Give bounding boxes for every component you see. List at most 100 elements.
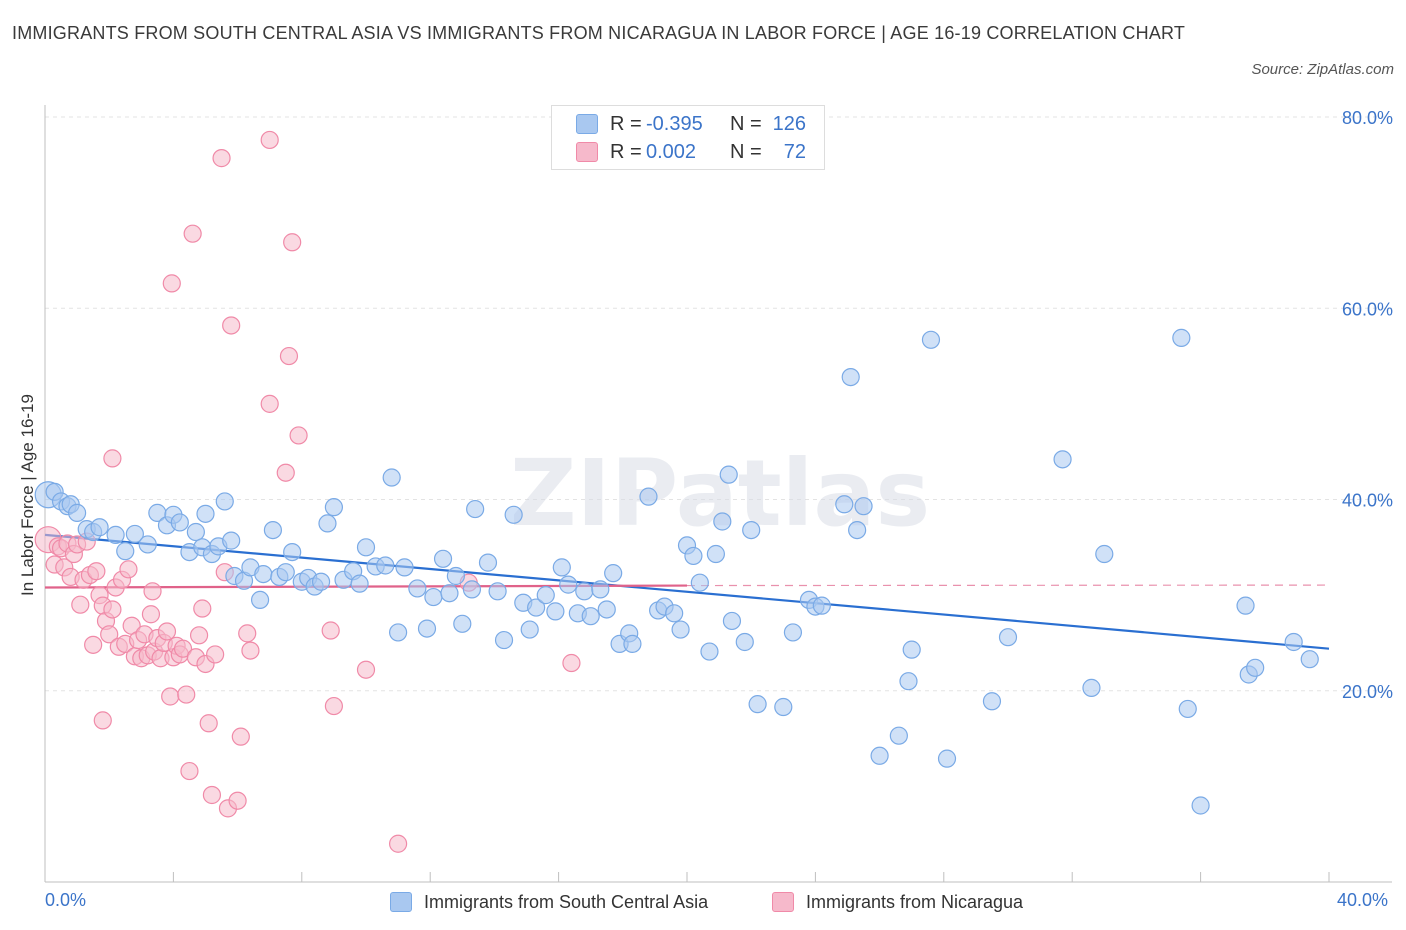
south-central-asia-point	[774, 697, 793, 717]
south-central-asia-point	[196, 504, 215, 523]
south-central-asia-point	[478, 553, 498, 572]
south-central-asia-point	[90, 518, 109, 537]
nicaragua-point	[283, 233, 302, 252]
south-central-asia-point	[138, 535, 157, 554]
south-central-asia-point	[311, 572, 331, 591]
r-label: R =	[610, 112, 642, 135]
nicaragua-point	[241, 641, 260, 660]
data-points	[34, 130, 1319, 853]
south-central-asia-point	[937, 749, 957, 768]
south-central-asia-point	[186, 522, 205, 542]
y-tick-label: 80.0%	[1342, 108, 1393, 128]
south-central-asia-point	[854, 497, 873, 516]
legend-label: Immigrants from South Central Asia	[424, 891, 709, 912]
nicaragua-point	[71, 595, 90, 614]
south-central-asia-point	[106, 525, 125, 544]
y-tick-label: 20.0%	[1342, 682, 1393, 702]
south-central-asia-point	[356, 538, 376, 557]
nicaragua-point	[289, 426, 308, 445]
south-central-asia-point	[520, 620, 539, 639]
south-central-asia-point	[1236, 596, 1255, 615]
nicaragua-point	[206, 645, 225, 664]
nicaragua-point	[324, 696, 343, 716]
south-central-asia-point	[453, 614, 472, 633]
nicaragua-point	[231, 727, 250, 746]
south-central-asia-point	[527, 598, 546, 617]
nicaragua-point	[389, 834, 408, 853]
south-central-asia-point	[433, 549, 453, 568]
y-tick-label: 40.0%	[1342, 491, 1393, 511]
south-central-asia-point	[1191, 796, 1210, 815]
n-label: N =	[730, 112, 762, 135]
south-central-asia-point	[998, 628, 1018, 647]
grid-lines	[45, 116, 1392, 692]
south-central-asia-point	[462, 580, 482, 599]
south-central-asia-point	[1300, 650, 1319, 669]
south-central-asia-point	[283, 542, 302, 562]
south-central-asia-point	[376, 556, 395, 575]
south-central-asia-point	[665, 604, 684, 623]
south-central-asia-point	[1082, 678, 1101, 697]
nicaragua-point	[180, 761, 199, 781]
chart-title: IMMIGRANTS FROM SOUTH CENTRAL ASIA VS IM…	[12, 23, 1186, 43]
legend-label: Immigrants from Nicaragua	[806, 891, 1024, 912]
south-central-asia-point	[835, 495, 854, 514]
south-central-asia-point	[1246, 658, 1265, 677]
south-central-asia-point	[639, 487, 658, 506]
south-central-asia-point	[848, 520, 867, 540]
south-central-asia-point	[389, 623, 408, 642]
n-value: 72	[783, 140, 806, 163]
legend-row-south-central-asia: R = -0.395 N = 126	[576, 111, 806, 137]
blue-swatch-icon	[576, 114, 598, 134]
south-central-asia-point	[67, 503, 87, 522]
nicaragua-point	[228, 791, 247, 810]
south-central-asia-point	[812, 596, 831, 615]
south-central-asia-point	[706, 544, 725, 564]
source-label: Source: ZipAtlas.com	[1251, 61, 1394, 78]
south-central-asia-point	[446, 566, 465, 586]
nicaragua-point	[321, 621, 340, 640]
south-central-asia-point	[623, 634, 642, 653]
south-central-asia-point	[783, 623, 803, 642]
legend-item-nicaragua: Immigrants from Nicaragua	[772, 888, 1023, 916]
south-central-asia-point	[408, 579, 427, 598]
nicaragua-point	[162, 274, 181, 293]
nicaragua-point	[189, 626, 209, 645]
watermark: ZIPatlas	[510, 440, 930, 547]
south-central-asia-point	[719, 465, 738, 484]
south-central-asia-point	[841, 368, 860, 387]
south-central-asia-point	[1095, 544, 1114, 564]
south-central-asia-point	[722, 611, 742, 631]
nicaragua-point	[87, 562, 106, 581]
south-central-asia-point	[324, 498, 343, 517]
south-central-asia-point	[417, 619, 437, 638]
nicaragua-point	[199, 714, 218, 733]
nicaragua-point	[103, 600, 122, 619]
nicaragua-point	[202, 785, 222, 805]
south-central-asia-point	[263, 520, 283, 540]
south-central-asia-point	[546, 602, 565, 621]
x-min-label: 0.0%	[45, 890, 87, 910]
nicaragua-point	[141, 605, 161, 624]
south-central-asia-point	[713, 512, 732, 531]
south-central-asia-point	[170, 513, 189, 532]
south-central-asia-point	[1053, 450, 1072, 469]
south-central-asia-point	[559, 575, 578, 594]
nicaragua-point	[276, 463, 295, 482]
r-value: 0.002	[646, 140, 697, 163]
nicaragua-point	[100, 625, 119, 644]
n-label: N =	[730, 140, 762, 163]
south-central-asia-point	[318, 514, 337, 533]
south-central-asia-point	[116, 542, 135, 561]
south-central-asia-point	[735, 632, 754, 652]
south-central-asia-point	[591, 580, 610, 599]
south-central-asia-point	[889, 726, 908, 745]
south-central-asia-point	[671, 620, 690, 639]
south-central-asia-point	[536, 586, 555, 605]
n-value: 126	[772, 112, 806, 135]
south-central-asia-point	[604, 564, 623, 583]
south-central-asia-point	[466, 499, 485, 519]
south-central-asia-point	[581, 607, 600, 626]
south-central-asia-point	[742, 520, 761, 540]
nicaragua-point	[238, 624, 257, 643]
